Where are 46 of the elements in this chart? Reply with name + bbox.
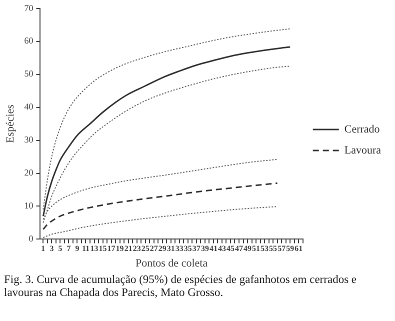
x-tick-label: 27	[150, 244, 158, 254]
y-axis-title: Espécies	[4, 104, 16, 144]
x-tick-label: 7	[66, 244, 71, 254]
x-tick-label: 47	[235, 244, 243, 254]
x-tick-label: 21	[124, 244, 132, 254]
y-tick-label: 10	[24, 200, 34, 211]
y-tick-label: 60	[24, 36, 34, 46]
x-tick-label: 3	[50, 244, 54, 254]
x-tick-label: 55	[269, 244, 278, 254]
x-tick-label: 31	[166, 244, 175, 254]
x-tick-label: 33	[175, 244, 184, 254]
x-tick-label: 41	[209, 244, 218, 254]
x-tick-label: 11	[82, 244, 90, 254]
y-tick-label: 40	[24, 102, 34, 112]
y-tick-label: 20	[24, 168, 34, 178]
x-tick-label: 59	[286, 244, 294, 254]
x-tick-label: 35	[184, 244, 192, 254]
y-tick-label: 0	[28, 234, 34, 244]
caption: Fig. 3. Curva de acumulação (95%) de espécies de gafanhotos em cerrados e lavouras na Chapada dos Parecis, Mato Grosso.	[4, 274, 358, 300]
x-tick-label: 45	[226, 244, 234, 254]
y-tick-label: 50	[24, 68, 34, 79]
y-tick-label: 70	[24, 2, 34, 13]
x-tick-label: 29	[158, 244, 166, 254]
x-tick-label: 53	[260, 244, 269, 254]
line-series	[42, 182, 278, 230]
x-tick-label: 23	[132, 244, 141, 254]
line-series	[42, 206, 278, 238]
legend-label: Lavoura	[344, 144, 382, 156]
x-tick-label: 43	[218, 244, 226, 254]
x-tick-label: 37	[192, 244, 200, 254]
x-tick-label: 15	[98, 244, 107, 254]
x-tick-label: 1	[41, 244, 46, 254]
x-tick-label: 39	[200, 244, 209, 254]
x-tick-label: 19	[116, 244, 124, 254]
y-tick-label: 30	[24, 134, 34, 145]
legend-label: Cerrado	[344, 123, 380, 136]
x-tick-label: 13	[90, 244, 98, 254]
x-tick-label: 9	[75, 244, 80, 254]
x-tick-label: 5	[58, 244, 62, 254]
x-tick-label: 25	[141, 244, 150, 254]
x-tick-label: 51	[252, 244, 260, 254]
x-tick-label: 49	[244, 244, 252, 254]
x-axis-title: Pontos de coleta	[135, 257, 208, 270]
x-tick-label: 57	[278, 244, 286, 254]
x-tick-label: 61	[294, 244, 303, 254]
x-tick-label: 17	[107, 244, 116, 254]
